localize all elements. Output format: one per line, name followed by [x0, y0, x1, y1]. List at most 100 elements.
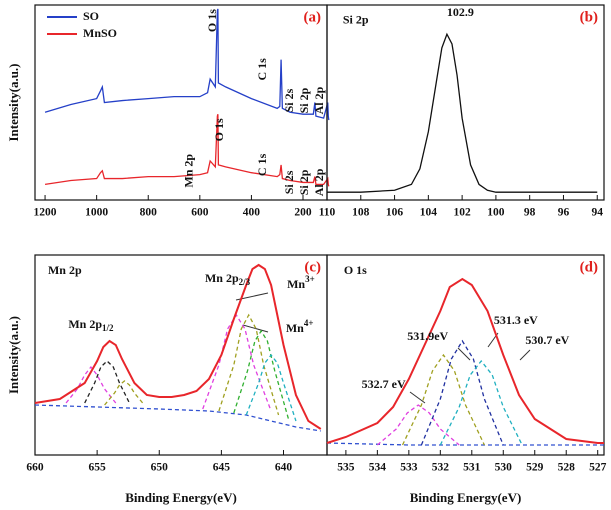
x-tick-label: 660	[26, 462, 44, 474]
series-line	[44, 114, 330, 187]
series-line	[376, 404, 460, 446]
series-line	[44, 8, 330, 121]
panel-frame	[326, 254, 605, 456]
x-tick-label: 640	[275, 462, 293, 474]
series-line	[327, 32, 598, 193]
annotation: C 1s	[255, 58, 269, 81]
arrow	[242, 324, 269, 333]
annotation: Mn4+	[286, 318, 314, 335]
series-line	[326, 277, 604, 444]
annotation-text: C 1s	[255, 153, 269, 176]
annotation: Mn 2p1/2	[68, 317, 114, 333]
annotation: 102.9	[447, 5, 474, 19]
x-tick-label: 96	[558, 207, 570, 219]
series-line	[202, 313, 272, 412]
annotation-text: Si 2s	[282, 170, 296, 194]
annotation: C 1s	[255, 153, 269, 176]
annotation-text: Mn	[287, 277, 305, 291]
annotation-text: Si 2p	[297, 87, 311, 113]
annotation: Al 2p	[312, 86, 326, 114]
x-tick-label: 1200	[34, 207, 57, 219]
annotation-text: 531.3 eV	[494, 313, 538, 327]
annotation-text: O 1s	[205, 9, 219, 32]
x-tick-label: 531	[463, 462, 481, 474]
y-axis-title: Intensity(a.u.)	[6, 63, 21, 141]
x-axis-title: Binding Energy(eV)	[125, 490, 237, 505]
annotation: Mn 2p2/3	[205, 271, 251, 287]
legend-label: MnSO	[83, 26, 117, 40]
annotation-text: Mn 2p	[48, 263, 82, 277]
annotation-text: 531.9eV	[407, 329, 448, 343]
annotation-text: Mn	[286, 321, 304, 335]
panel-label: (a)	[304, 9, 322, 25]
arrow	[519, 349, 531, 361]
annotation: Si 2p	[297, 169, 311, 195]
x-tick-label: 655	[89, 462, 107, 474]
series-line	[104, 380, 145, 406]
annotation: 530.7 eV	[525, 333, 569, 347]
annotation: Si 2p	[297, 87, 311, 113]
panel-frame	[34, 254, 328, 456]
series-line	[34, 404, 321, 432]
series-line	[34, 263, 322, 430]
panel-frame	[326, 4, 605, 201]
annotation-text: Mn 2p	[68, 317, 102, 331]
annotation-text: Al 2p	[312, 86, 326, 114]
x-tick-label: 106	[386, 207, 404, 219]
y-axis-title: Intensity(a.u.)	[6, 316, 21, 394]
annotation-text: Mn 2p	[181, 154, 195, 188]
annotation-text: 102.9	[447, 5, 474, 19]
x-tick-label: 102	[453, 207, 471, 219]
series-line	[401, 353, 485, 446]
annotation: 531.9eV	[407, 329, 448, 343]
series-line	[65, 365, 117, 404]
series-line	[420, 339, 504, 446]
annotation: 532.7 eV	[362, 377, 406, 391]
annotation: Al 2p	[312, 168, 326, 196]
x-tick-label: 100	[487, 207, 505, 219]
x-tick-label: 645	[213, 462, 231, 474]
x-tick-label: 535	[337, 462, 355, 474]
x-axis-title: Binding Energy(eV)	[410, 490, 522, 505]
annotation-text: Si 2s	[282, 88, 296, 112]
annotation: Mn3+	[287, 274, 315, 291]
annotation: 531.3 eV	[494, 313, 538, 327]
annotation: Mn 2p	[48, 263, 82, 277]
x-tick-label: 1000	[85, 207, 108, 219]
annotation: Si 2s	[282, 170, 296, 194]
annotation: O 1s	[344, 263, 367, 277]
x-tick-label: 650	[151, 462, 169, 474]
x-tick-label: 534	[369, 462, 387, 474]
arrow	[457, 347, 471, 361]
annotation-text: O 1s	[212, 118, 226, 141]
x-tick-label: 800	[140, 207, 158, 219]
x-tick-label: 529	[526, 462, 544, 474]
panel-label: (d)	[580, 259, 598, 275]
x-tick-label: 94	[591, 207, 603, 219]
x-tick-label: 600	[191, 207, 209, 219]
x-tick-label: 200	[294, 207, 312, 219]
annotation-text: 530.7 eV	[525, 333, 569, 347]
x-tick-label: 98	[524, 207, 536, 219]
series-line	[233, 329, 290, 420]
x-tick-label: 104	[420, 207, 438, 219]
series-line	[218, 313, 280, 416]
annotation-sup: 4+	[304, 318, 314, 328]
x-tick-label: 400	[243, 207, 261, 219]
annotation-text: 532.7 eV	[362, 377, 406, 391]
series-line	[439, 359, 523, 446]
annotation-sub: 1/2	[102, 323, 114, 333]
annotation: O 1s	[205, 9, 219, 32]
annotation-text: O 1s	[344, 263, 367, 277]
series-line	[245, 353, 297, 422]
arrow	[409, 391, 426, 404]
annotation: Si 2s	[282, 88, 296, 112]
x-tick-label: 528	[558, 462, 576, 474]
panel-label: (c)	[304, 259, 321, 275]
annotation-text: Mn 2p	[205, 271, 239, 285]
annotation: O 1s	[212, 118, 226, 141]
series-line	[326, 442, 604, 446]
annotation-text: Si 2p	[297, 169, 311, 195]
x-tick-label: 108	[352, 207, 370, 219]
